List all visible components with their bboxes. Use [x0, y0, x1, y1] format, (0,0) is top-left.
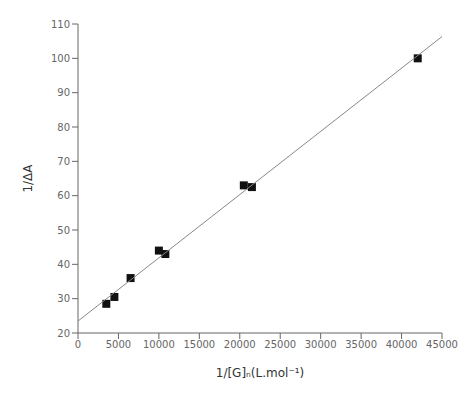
svg-text:30: 30 — [57, 293, 70, 304]
svg-text:110: 110 — [51, 19, 70, 30]
svg-text:40000: 40000 — [386, 339, 418, 350]
svg-text:50: 50 — [57, 225, 70, 236]
svg-text:1/ΔA: 1/ΔA — [21, 164, 35, 193]
svg-text:15000: 15000 — [183, 339, 215, 350]
svg-text:1/[G]ₙ(L.mol⁻¹): 1/[G]ₙ(L.mol⁻¹) — [216, 366, 305, 380]
svg-text:90: 90 — [57, 87, 70, 98]
svg-text:30000: 30000 — [305, 339, 337, 350]
svg-text:80: 80 — [57, 122, 70, 133]
svg-text:60: 60 — [57, 190, 70, 201]
svg-text:20: 20 — [57, 328, 70, 339]
svg-text:25000: 25000 — [264, 339, 296, 350]
svg-text:70: 70 — [57, 156, 70, 167]
svg-text:5000: 5000 — [106, 339, 131, 350]
svg-text:40: 40 — [57, 259, 70, 270]
svg-text:10000: 10000 — [143, 339, 175, 350]
svg-text:35000: 35000 — [345, 339, 377, 350]
svg-text:45000: 45000 — [426, 339, 458, 350]
svg-text:100: 100 — [51, 53, 70, 64]
svg-text:20000: 20000 — [224, 339, 256, 350]
svg-text:0: 0 — [75, 339, 81, 350]
